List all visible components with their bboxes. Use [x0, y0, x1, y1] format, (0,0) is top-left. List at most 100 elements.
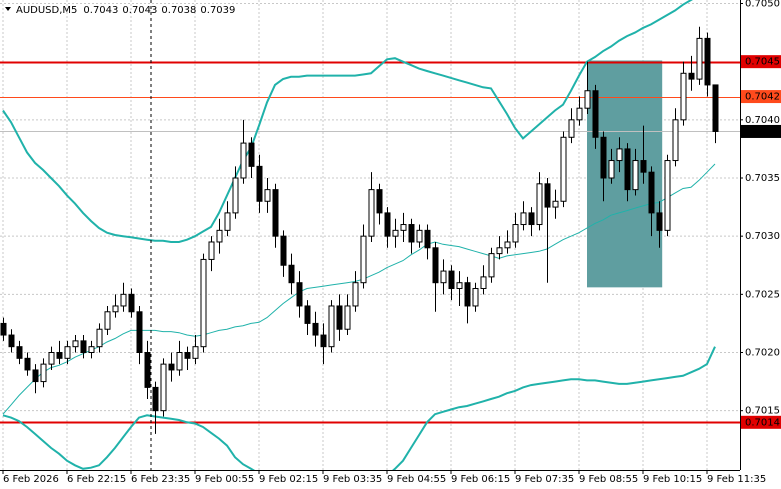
candle-body [568, 119, 575, 138]
indicator-line [2, 163, 716, 415]
candle-body [280, 235, 287, 266]
candle-body [336, 305, 343, 330]
candle-body [184, 352, 191, 359]
candle-body [16, 346, 23, 359]
candle-body [296, 282, 303, 307]
candle-body [256, 165, 263, 202]
candle-body [672, 119, 679, 162]
candle-body [312, 322, 319, 336]
candle-body [416, 229, 423, 243]
candle-body [64, 346, 71, 359]
candle-body [192, 346, 199, 359]
candle-body [400, 224, 407, 231]
candle-body [304, 305, 311, 324]
candle-body [552, 200, 559, 208]
y-tick-label: 0.7020 [745, 348, 780, 359]
candle-body [80, 340, 87, 353]
candle-body [664, 160, 671, 231]
candle-body [288, 264, 295, 284]
candle-body [712, 84, 719, 132]
candle-body [112, 305, 119, 313]
candle-body [328, 305, 335, 348]
header-arrow [5, 7, 11, 11]
candle-body [272, 189, 279, 237]
chart-title: AUDUSD,M5 [16, 5, 77, 16]
candle-body [144, 352, 151, 388]
candle-body [344, 305, 351, 330]
candle-body [224, 212, 231, 231]
candle-body [264, 189, 271, 202]
candle-body [512, 224, 519, 243]
price-level-label: 0.7045 [745, 57, 780, 68]
candle-body [448, 270, 455, 290]
candle-body [72, 340, 79, 348]
x-tick-label: 6 Feb 2026 [3, 474, 59, 485]
indicator-line [2, 346, 716, 470]
header-quote: 0.7038 [161, 5, 196, 16]
header-quote: 0.7039 [200, 5, 235, 16]
candle-body [600, 136, 607, 179]
candle-body [248, 142, 255, 167]
indicator-line [2, 0, 693, 243]
price-level-box [741, 124, 781, 138]
candle-body [24, 357, 31, 371]
candle-body [696, 37, 703, 80]
candle-body [408, 224, 415, 243]
candle-body [440, 270, 447, 284]
candle-body [680, 72, 687, 121]
candle-body [368, 189, 375, 237]
candle-body [8, 334, 15, 348]
y-tick-label: 0.7025 [745, 289, 780, 300]
candle-body [40, 363, 47, 383]
header-quote: 0.7043 [83, 5, 118, 16]
x-tick-label: 9 Feb 06:15 [451, 474, 510, 485]
header-quote: 0.7043 [122, 5, 157, 16]
candle-body [232, 177, 239, 214]
candle-body [240, 142, 247, 179]
candle-body [656, 212, 663, 231]
candle-body [576, 107, 583, 121]
candle-body [640, 160, 647, 173]
candle-body [608, 160, 615, 179]
candle-body [216, 229, 223, 243]
candle-body [536, 183, 543, 226]
candle-body [168, 363, 175, 371]
x-tick-label: 9 Feb 02:15 [259, 474, 318, 485]
candle-body [360, 235, 367, 284]
candle-body [704, 37, 711, 86]
candle-body [488, 253, 495, 278]
y-tick-label: 0.7030 [745, 231, 780, 242]
candle-body [320, 334, 327, 348]
header: AUDUSD,M5 [5, 5, 77, 16]
candle-body [48, 352, 55, 365]
candle-body [424, 229, 431, 249]
plot-area [0, 0, 740, 470]
y-tick-label: 0.7035 [745, 173, 780, 184]
x-tick-label: 9 Feb 08:55 [579, 474, 638, 485]
candle-body [624, 148, 631, 191]
candle-body [464, 282, 471, 307]
candle-body [496, 247, 503, 255]
candle-body [584, 90, 591, 109]
x-tick-label: 6 Feb 23:35 [131, 474, 190, 485]
price-level-label: 0.7042 [745, 92, 780, 103]
x-tick-label: 9 Feb 07:35 [515, 474, 574, 485]
x-tick-label: 6 Feb 22:15 [67, 474, 126, 485]
candle-body [88, 346, 95, 353]
candle-body [472, 288, 479, 307]
price-level-box [741, 415, 781, 429]
candle-body [616, 148, 623, 162]
candle-body [32, 369, 39, 383]
candle-body [160, 363, 167, 412]
candle-body [96, 328, 103, 348]
candle-body [152, 386, 159, 412]
price-level-box [741, 55, 781, 69]
candle-body [104, 311, 111, 330]
x-tick-label: 9 Feb 04:55 [387, 474, 446, 485]
candle-body [176, 352, 183, 371]
price-level-label: 0.7039 [745, 126, 780, 137]
